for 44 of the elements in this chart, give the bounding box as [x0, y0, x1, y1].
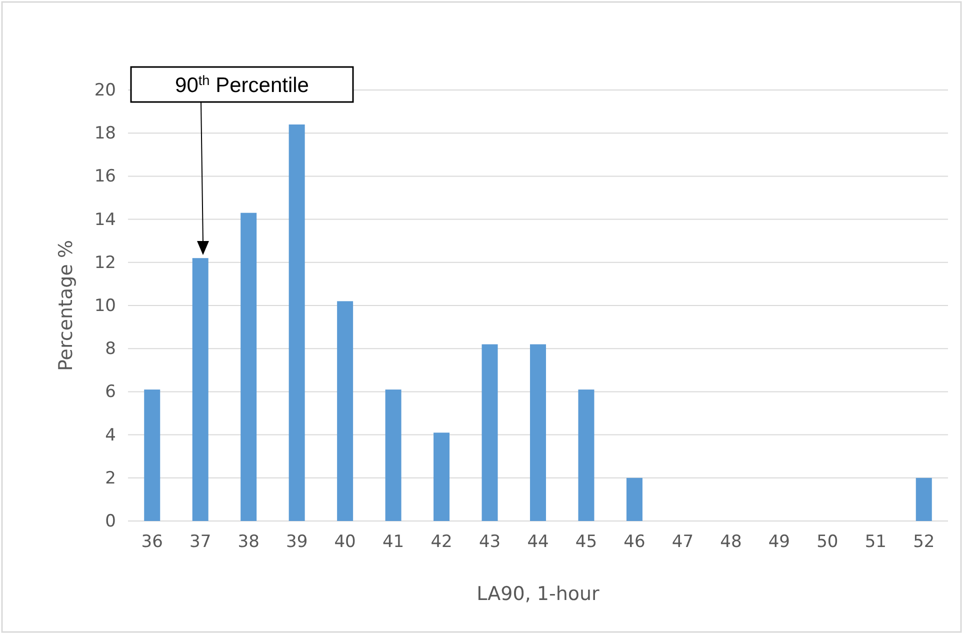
bar — [626, 478, 642, 521]
x-tick-label: 36 — [141, 532, 163, 552]
x-tick-label: 40 — [334, 532, 356, 552]
bar — [192, 258, 208, 521]
x-tick-label: 41 — [382, 532, 404, 552]
y-tick-label: 0 — [105, 511, 116, 532]
y-tick-label: 18 — [94, 124, 116, 144]
x-tick-label: 39 — [286, 532, 308, 552]
x-axis-title: LA90, 1-hour — [476, 583, 600, 605]
y-tick-label: 2 — [105, 468, 116, 488]
x-tick-label: 46 — [624, 532, 646, 552]
x-tick-label: 37 — [190, 532, 212, 552]
y-tick-label: 4 — [105, 425, 116, 446]
x-tick-label: 44 — [527, 532, 549, 552]
bar — [240, 212, 257, 521]
x-tick-label: 48 — [720, 532, 742, 552]
bar — [916, 478, 932, 521]
x-tick-label: 38 — [238, 532, 260, 552]
y-tick-label: 16 — [94, 166, 116, 187]
x-tick-label: 45 — [575, 532, 598, 552]
bar — [385, 390, 402, 521]
y-tick-label: 12 — [94, 252, 116, 273]
y-tick-label: 6 — [105, 382, 116, 402]
y-tick-label: 20 — [94, 80, 116, 100]
y-axis-title: Percentage % — [55, 240, 77, 371]
bar — [530, 344, 546, 521]
y-tick-label: 10 — [94, 296, 116, 316]
x-tick-label: 43 — [478, 532, 501, 552]
x-tick-label: 47 — [672, 532, 694, 552]
callout-box: 90$^{th}$ Percentile — [130, 66, 354, 103]
x-tick-label: 51 — [864, 532, 886, 552]
bar — [288, 124, 305, 521]
bar — [337, 301, 354, 521]
bar — [578, 390, 594, 521]
x-tick-label: 50 — [816, 532, 838, 552]
y-tick-label: 14 — [94, 210, 116, 230]
x-tick-label: 49 — [768, 532, 790, 552]
y-tick-label: 8 — [105, 339, 116, 360]
x-tick-label: 52 — [913, 532, 935, 552]
annotation: 90$^{th}$ Percentile — [175, 72, 309, 97]
bar — [434, 432, 450, 521]
bar — [144, 390, 160, 521]
x-tick-label: 42 — [430, 532, 452, 552]
bar — [482, 344, 498, 521]
